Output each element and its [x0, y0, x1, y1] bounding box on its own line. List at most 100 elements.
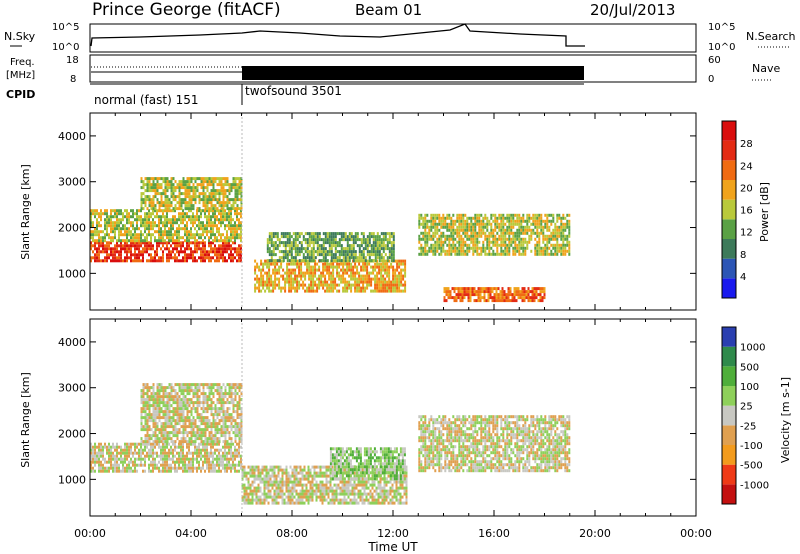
heatmap-cell	[142, 386, 145, 390]
heatmap-cell	[150, 215, 152, 219]
heatmap-cell	[458, 222, 461, 226]
heatmap-cell	[150, 186, 153, 190]
heatmap-cell	[150, 241, 152, 245]
heatmap-cell	[538, 216, 541, 220]
heatmap-cell	[470, 225, 473, 229]
heatmap-cell	[158, 204, 161, 208]
heatmap-cell	[194, 442, 196, 446]
heatmap-cell	[420, 237, 423, 241]
heatmap-cell	[120, 212, 122, 216]
heatmap-cell	[184, 230, 186, 234]
heatmap-cell	[462, 213, 465, 217]
heatmap-cell	[550, 222, 553, 226]
heatmap-cell	[362, 289, 365, 293]
heatmap-cell	[152, 395, 155, 399]
heatmap-cell	[521, 290, 524, 294]
heatmap-cell	[434, 222, 437, 226]
heatmap-cell	[426, 213, 429, 217]
heatmap-cell	[312, 274, 315, 278]
heatmap-cell	[214, 413, 217, 417]
heatmap-cell	[134, 227, 136, 231]
heatmap-cell	[278, 241, 281, 245]
heatmap-cell	[138, 247, 140, 251]
heatmap-cell	[516, 216, 519, 220]
heatmap-cell	[348, 235, 351, 239]
heatmap-cell	[160, 236, 162, 240]
heatmap-cell	[467, 290, 470, 294]
heatmap-cell	[286, 238, 289, 242]
heatmap-cell	[286, 250, 289, 254]
heatmap-cell	[474, 240, 477, 244]
heatmap-cell	[450, 252, 453, 256]
heatmap-cell	[344, 259, 347, 263]
heatmap-cell	[168, 241, 170, 245]
heatmap-cell	[142, 183, 145, 187]
heatmap-cell	[166, 204, 169, 208]
heatmap-cell	[404, 268, 407, 272]
heatmap-cell	[290, 289, 293, 293]
heatmap-cell	[170, 186, 173, 190]
nsearch-tick-bottom: 10^0	[708, 42, 735, 53]
heatmap-cell	[148, 189, 151, 193]
heatmap-cell	[152, 201, 155, 205]
heatmap-cell	[204, 425, 207, 429]
heatmap-cell	[338, 241, 341, 245]
heatmap-cell	[156, 224, 158, 228]
heatmap-cell	[374, 289, 377, 293]
heatmap-cell	[90, 445, 92, 449]
heatmap-cell	[536, 225, 539, 229]
heatmap-cell	[162, 413, 165, 417]
heatmap-cell	[108, 218, 110, 222]
heatmap-cell	[94, 448, 96, 452]
heatmap-cell	[108, 448, 110, 452]
heatmap-cell	[508, 219, 511, 223]
heatmap-cell	[234, 212, 236, 216]
heatmap-cell	[122, 244, 124, 248]
heatmap-cell	[534, 246, 537, 250]
heatmap-cell	[154, 236, 156, 240]
heatmap-cell	[398, 289, 401, 293]
heatmap-cell	[214, 428, 217, 432]
heatmap-cell	[210, 224, 212, 228]
heatmap-cell	[112, 259, 114, 263]
heatmap-cell	[136, 224, 138, 228]
heatmap-cell	[446, 213, 449, 217]
heatmap-cell	[208, 425, 211, 429]
heatmap-cell	[542, 240, 545, 244]
heatmap-cell	[238, 389, 241, 393]
heatmap-cell	[495, 299, 498, 303]
heatmap-cell	[422, 252, 425, 256]
heatmap-cell	[376, 259, 379, 263]
heatmap-cell	[548, 240, 551, 244]
heatmap-cell	[194, 383, 197, 387]
heatmap-cell	[144, 392, 147, 396]
heatmap-cell	[230, 227, 232, 231]
heatmap-cell	[236, 192, 239, 196]
heatmap-cell	[380, 280, 383, 284]
heatmap-cell	[226, 410, 229, 414]
heatmap-cell	[338, 256, 341, 260]
heatmap-cell	[234, 250, 236, 254]
heatmap-cell	[214, 410, 217, 414]
heatmap-cell	[220, 454, 222, 458]
heatmap-cell	[336, 283, 339, 287]
heatmap-cell	[364, 268, 367, 272]
heatmap-cell	[218, 460, 220, 464]
heatmap-cell	[202, 416, 205, 420]
heatmap-cell	[286, 265, 289, 269]
heatmap-cell	[479, 296, 482, 300]
heatmap-cell	[534, 219, 537, 223]
heatmap-cell	[144, 227, 146, 231]
heatmap-cell	[316, 283, 319, 287]
heatmap-cell	[384, 247, 387, 251]
heatmap-cell	[404, 259, 407, 263]
heatmap-cell	[150, 239, 152, 243]
heatmap-cell	[240, 236, 242, 240]
heatmap-cell	[436, 237, 439, 241]
heatmap-cell	[226, 469, 228, 473]
heatmap-cell	[146, 250, 148, 254]
heatmap-cell	[188, 460, 190, 464]
heatmap-cell	[98, 236, 100, 240]
heatmap-cell	[270, 259, 273, 263]
heatmap-cell	[342, 238, 345, 242]
